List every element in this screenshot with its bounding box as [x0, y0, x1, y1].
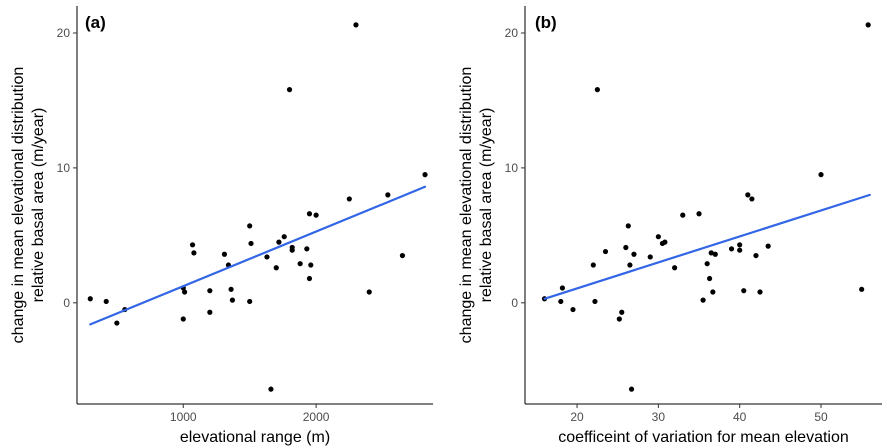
- data-point: [859, 286, 865, 292]
- data-point: [704, 261, 710, 267]
- data-point: [181, 289, 188, 295]
- data-point: [229, 297, 236, 303]
- data-point: [221, 251, 228, 257]
- data-point: [191, 250, 197, 256]
- data-point: [710, 289, 716, 295]
- x-tick-label: 40: [733, 410, 747, 424]
- x-tick-label: 2000: [303, 410, 330, 424]
- data-point: [625, 223, 631, 229]
- regression-line: [89, 185, 427, 326]
- data-point: [616, 316, 622, 322]
- data-point: [647, 254, 653, 260]
- data-point: [247, 298, 253, 305]
- y-tick-label: 0: [511, 296, 518, 310]
- data-point: [385, 192, 391, 198]
- x-tick-label: 50: [814, 410, 828, 424]
- data-point: [247, 223, 253, 229]
- x-tick-label: 1000: [170, 410, 197, 424]
- data-point: [749, 196, 755, 202]
- data-point: [286, 87, 293, 93]
- data-point: [680, 212, 686, 218]
- data-point: [207, 309, 213, 315]
- data-point: [765, 243, 771, 249]
- data-point: [313, 212, 319, 218]
- data-point: [558, 298, 564, 305]
- data-point: [103, 298, 109, 305]
- data-point: [353, 22, 359, 28]
- x-tick-label: 20: [570, 410, 584, 424]
- data-point: [273, 265, 279, 271]
- data-point: [289, 247, 295, 253]
- data-point: [570, 306, 576, 313]
- data-point: [114, 320, 120, 326]
- data-point: [276, 239, 282, 245]
- panel-label: (a): [85, 13, 106, 32]
- data-point: [700, 297, 706, 303]
- x-axis-title: elevational range (m): [180, 429, 330, 446]
- data-point: [757, 289, 763, 295]
- data-point: [602, 248, 609, 255]
- data-point: [745, 192, 751, 198]
- data-point: [655, 234, 661, 240]
- data-point: [346, 196, 352, 202]
- data-point: [366, 289, 372, 295]
- data-point: [672, 265, 678, 271]
- y-tick-label: 0: [63, 296, 70, 310]
- data-point: [264, 254, 270, 260]
- data-point: [753, 252, 759, 259]
- data-point: [87, 296, 93, 302]
- data-point: [708, 250, 714, 256]
- data-point: [559, 285, 566, 291]
- x-tick-label: 30: [652, 410, 666, 424]
- data-point: [207, 288, 213, 294]
- y-tick-label: 10: [505, 161, 519, 175]
- data-point: [628, 386, 635, 392]
- data-point: [228, 286, 234, 292]
- regression-line: [543, 193, 871, 300]
- y-tick-label: 20: [505, 26, 519, 40]
- data-point: [422, 172, 428, 178]
- data-point: [306, 275, 313, 282]
- y-axis-title-line: relative basal area (m/year): [478, 108, 495, 303]
- data-point: [712, 251, 718, 257]
- data-point: [304, 246, 310, 252]
- data-point: [631, 251, 637, 257]
- data-point: [399, 252, 406, 259]
- panel-a: 0 10 20 1000 2000 (a) elevational range (m) cha…: [10, 6, 433, 446]
- data-point: [594, 87, 600, 93]
- data-point: [268, 386, 274, 392]
- data-point: [308, 262, 314, 268]
- data-point: [592, 298, 598, 305]
- panel-label: (b): [535, 13, 557, 32]
- data-point: [706, 275, 713, 282]
- data-point: [306, 211, 313, 217]
- y-axis-title-line: change in mean elevational distribution: [458, 67, 475, 344]
- data-point: [623, 244, 629, 251]
- data-point: [180, 316, 186, 322]
- panel-b: 0 10 20 20 30 40 50 (b) coefficeint of variation…: [458, 6, 882, 446]
- data-point: [590, 262, 596, 268]
- data-point: [737, 247, 743, 253]
- data-point: [728, 246, 735, 252]
- data-point: [865, 22, 871, 28]
- data-point: [619, 309, 625, 315]
- data-point: [741, 288, 747, 294]
- data-point: [297, 261, 303, 267]
- y-axis-title-line: change in mean elevational distribution: [10, 67, 27, 344]
- data-point: [662, 239, 668, 245]
- data-point: [737, 242, 743, 248]
- data-point: [248, 240, 254, 247]
- data-point: [818, 172, 824, 178]
- data-point: [696, 211, 702, 217]
- y-tick-label: 20: [57, 26, 71, 40]
- x-axis-title: coefficeint of variation for mean elevat…: [558, 429, 849, 446]
- data-point: [281, 234, 287, 240]
- data-point: [189, 242, 196, 248]
- data-point: [627, 262, 633, 268]
- y-axis-title-line: relative basal area (m/year): [30, 108, 47, 303]
- y-tick-label: 10: [57, 161, 71, 175]
